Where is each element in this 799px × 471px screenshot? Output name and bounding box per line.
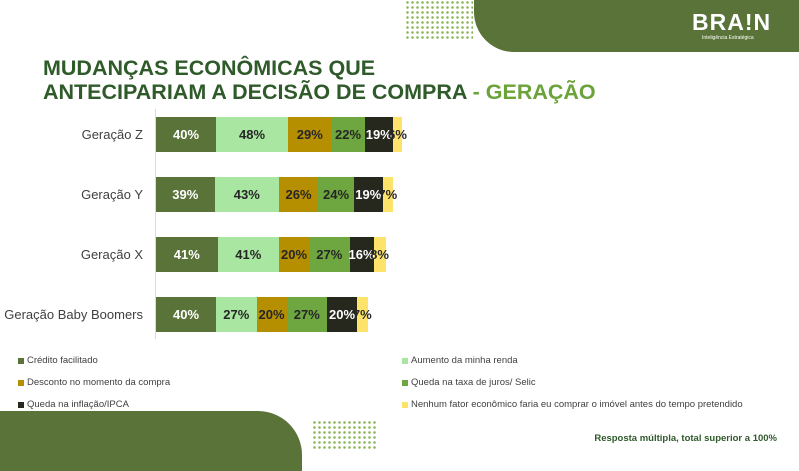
- data-label: 19%: [355, 187, 382, 202]
- legend-swatch: [402, 357, 408, 364]
- data-label: 20%: [328, 307, 356, 322]
- title-line-1: MUDANÇAS ECONÔMICAS QUE: [43, 56, 376, 80]
- legend-item: Crédito facilitado: [18, 355, 98, 366]
- bar-segment: 40%: [156, 297, 216, 332]
- brain-logo: BRA!N Inteligência Estratégica: [692, 9, 784, 45]
- category-label: Geração Z: [81, 127, 143, 142]
- bar-segment: 29%: [288, 117, 332, 152]
- logo-tagline: Inteligência Estratégica: [702, 35, 754, 41]
- bar-segment: 27%: [216, 297, 257, 332]
- stacked-bar: 41% 41% 20% 27% 16% 8%: [156, 237, 389, 272]
- data-label: 48%: [238, 127, 266, 142]
- bar-segment: 41%: [156, 237, 218, 272]
- footnote: Resposta múltipla, total superior a 100%: [594, 433, 777, 444]
- data-label: 41%: [173, 247, 200, 262]
- data-label: 19%: [365, 127, 392, 142]
- legend-item: Queda na inflação/IPCA: [18, 399, 129, 410]
- legend-item: Queda na taxa de juros/ Selic: [402, 377, 536, 388]
- data-label: 27%: [293, 307, 320, 322]
- bar-segment: 20%: [256, 297, 287, 332]
- title-separator: -: [466, 80, 486, 104]
- bar-segment: 20%: [279, 237, 309, 272]
- bar-segment: 27%: [286, 297, 327, 332]
- header-dot-pattern: [405, 0, 473, 40]
- legend-label: Aumento da minha renda: [411, 355, 518, 366]
- stacked-bar: 40% 27% 20% 27% 20% 7%: [156, 297, 372, 332]
- bar-segment: 7%: [378, 177, 397, 212]
- data-label: 20%: [258, 307, 285, 322]
- data-label: 40%: [172, 307, 200, 322]
- title-line-2: ANTECIPARIAM A DECISÃO DE COMPRA - GERAÇ…: [43, 80, 596, 104]
- data-label: 6%: [388, 127, 407, 142]
- title-accent: GERAÇÃO: [485, 80, 596, 104]
- bar-segment: 48%: [216, 117, 288, 152]
- bar-segment: 16%: [348, 237, 375, 272]
- logo-wordmark: BRA!N: [692, 9, 772, 35]
- bar-segment: 27%: [309, 237, 350, 272]
- bar-segment: 26%: [279, 177, 318, 212]
- data-label: 24%: [322, 187, 350, 202]
- category-label: Geração X: [80, 247, 143, 262]
- bar-segment: 43%: [214, 177, 279, 212]
- legend-swatch: [402, 401, 408, 408]
- legend-label: Crédito facilitado: [27, 355, 98, 366]
- bar-segment: 41%: [217, 237, 279, 272]
- data-label: 29%: [296, 127, 323, 142]
- title-line-2-text: ANTECIPARIAM A DECISÃO DE COMPRA: [43, 80, 467, 104]
- legend-label: Nenhum fator econômico faria eu comprar …: [411, 399, 743, 410]
- data-label: 22%: [334, 127, 362, 142]
- chart-axis-line: [155, 109, 156, 339]
- legend-label: Queda na inflação/IPCA: [27, 399, 129, 410]
- stacked-bar: 39% 43% 26% 24% 19% 7%: [156, 177, 397, 212]
- legend-swatch: [402, 379, 408, 386]
- bar-segment: 22%: [331, 117, 365, 152]
- bar-segment: 19%: [354, 177, 383, 212]
- bar-segment: 8%: [370, 237, 389, 272]
- data-label: 7%: [352, 307, 372, 322]
- legend-item: Aumento da minha renda: [402, 355, 518, 366]
- legend-item: Desconto no momento da compra: [18, 377, 170, 388]
- data-label: 20%: [280, 247, 308, 262]
- data-label: 27%: [316, 247, 343, 262]
- stacked-bar: 40% 48% 29% 22% 19% 6%: [156, 117, 407, 152]
- page-title: MUDANÇAS ECONÔMICAS QUE ANTECIPARIAM A D…: [43, 56, 596, 104]
- header-decoration: [474, 0, 799, 52]
- legend-label: Desconto no momento da compra: [27, 377, 171, 388]
- bar-segment: 20%: [327, 297, 357, 332]
- data-label: 26%: [285, 187, 312, 202]
- legend-label: Queda na taxa de juros/ Selic: [411, 377, 536, 388]
- bar-segment: 24%: [318, 177, 354, 212]
- footer-decoration: [0, 411, 302, 471]
- bar-segment: 19%: [364, 117, 393, 152]
- data-label: 40%: [172, 127, 200, 142]
- category-label: Geração Y: [81, 187, 143, 202]
- footer-dot-pattern: [312, 420, 376, 450]
- bar-segment: 40%: [156, 117, 216, 152]
- bar-segment: 7%: [353, 297, 372, 332]
- legend-item: Nenhum fator econômico faria eu comprar …: [402, 399, 743, 410]
- data-label: 16%: [348, 247, 375, 262]
- data-label: 8%: [370, 247, 389, 262]
- category-label: Geração Baby Boomers: [4, 307, 143, 322]
- data-label: 39%: [172, 187, 199, 202]
- data-label: 41%: [235, 247, 262, 262]
- legend-swatch: [18, 379, 24, 386]
- data-label: 27%: [223, 307, 250, 322]
- bar-segment: 39%: [156, 177, 215, 212]
- data-label: 43%: [233, 187, 260, 202]
- legend-swatch: [18, 401, 24, 408]
- data-label: 7%: [378, 187, 398, 202]
- legend-swatch: [18, 357, 24, 364]
- bar-segment: 6%: [388, 117, 407, 152]
